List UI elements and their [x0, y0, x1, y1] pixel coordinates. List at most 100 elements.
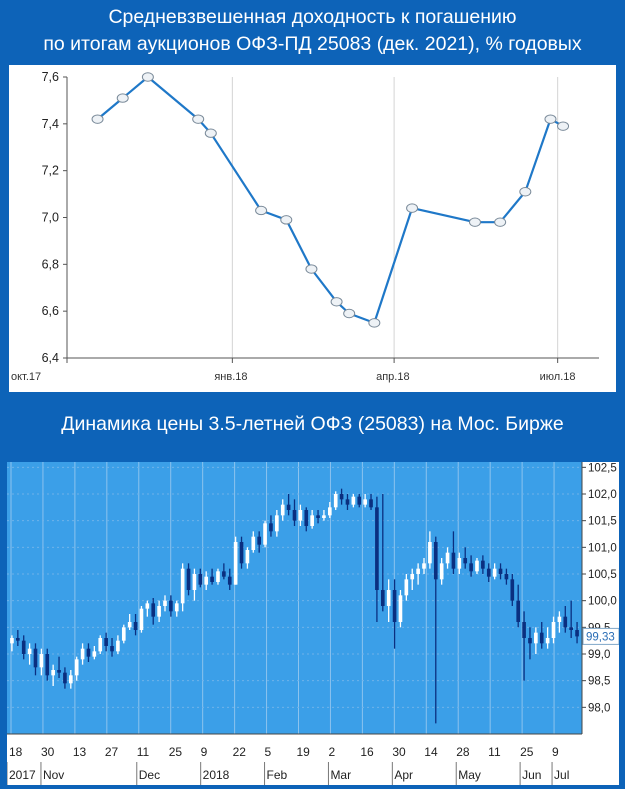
x-month-label: May: [458, 768, 481, 782]
x-month-label: 2018: [203, 768, 230, 782]
candle-body: [157, 606, 161, 617]
x-month-label: Jun: [522, 768, 541, 782]
candle-body: [80, 648, 85, 660]
candle-body: [192, 574, 197, 590]
last-price-label: 99,33: [586, 631, 615, 643]
candle-body: [463, 558, 468, 564]
candle-body: [557, 616, 562, 622]
candle-body: [339, 494, 344, 500]
last-price-tag: [582, 627, 619, 645]
candle-body: [174, 603, 179, 612]
candle-body: [198, 574, 203, 585]
candle-body: [322, 515, 326, 518]
candle-body: [375, 507, 379, 590]
candle-body: [27, 648, 32, 654]
x-month-label: Dec: [139, 768, 160, 782]
candle-body: [74, 659, 79, 676]
candle-body: [392, 590, 397, 622]
yield-data-point: [544, 114, 557, 124]
candle-body: [280, 504, 285, 516]
x-day-label: 25: [169, 745, 183, 759]
candle-body: [345, 499, 350, 505]
yield-line-chart: окт.17 янв.18 апр.18 июл.18 6,4 6,6 6,8 7,0 7,2 7…: [11, 70, 599, 383]
candle-body: [504, 574, 509, 580]
x-day-label: 11: [488, 745, 501, 759]
y-tick-label: 6,6: [42, 304, 59, 318]
y-tick-label: 98,5: [588, 676, 610, 688]
candle-body: [492, 568, 497, 577]
x-day-label: 9: [552, 745, 559, 759]
candle-body: [39, 654, 44, 668]
candle-body: [104, 638, 108, 646]
candle-body: [16, 638, 20, 641]
candle-body: [33, 648, 38, 668]
candle-body: [169, 600, 173, 612]
candle-body: [269, 523, 273, 532]
candle-body: [45, 654, 50, 676]
candle-body: [68, 675, 73, 684]
yield-data-point: [468, 217, 481, 227]
y-tick-label: 99,0: [588, 649, 610, 661]
candle-body: [475, 560, 479, 572]
candle-body: [233, 542, 238, 585]
candle-body: [498, 568, 503, 574]
x-day-label: 5: [265, 745, 272, 759]
candle-body: [563, 616, 568, 628]
candle-body: [63, 672, 67, 684]
yield-data-point: [305, 264, 318, 274]
candle-body: [92, 651, 97, 657]
x-day-label: 2: [328, 745, 335, 759]
x-tick-label: янв.18: [214, 371, 247, 383]
y-tick-label: 101,0: [588, 542, 617, 554]
price-chart-title: Динамика цены 3.5-летней ОФЗ (25083) на …: [61, 413, 564, 435]
candle-body: [139, 608, 144, 630]
y-tick-label: 6,8: [42, 257, 59, 271]
candle-body: [457, 558, 462, 569]
yield-data-point: [330, 297, 343, 307]
candle-body: [204, 576, 209, 585]
x-day-label: 13: [73, 745, 87, 759]
candle-body: [151, 603, 156, 617]
yield-title-line-1: Средневзвешенная доходность к погашению: [108, 6, 517, 28]
candle-body: [239, 542, 244, 564]
candle-body: [298, 510, 303, 521]
candle-body: [422, 563, 426, 569]
yield-series-line: [96, 75, 564, 324]
yield-data-point: [91, 114, 104, 124]
candle-body: [180, 568, 185, 604]
yield-data-point: [204, 128, 217, 138]
candle-body: [263, 523, 267, 545]
candle-body: [398, 595, 403, 622]
candle-body: [292, 510, 297, 521]
candle-body: [380, 590, 385, 606]
y-tick-label: 6,4: [42, 351, 59, 365]
candle-body: [510, 579, 515, 601]
y-tick-label: 7,4: [42, 117, 59, 131]
x-day-label: 19: [297, 745, 311, 759]
price-candlestick-chart: 18 30 13 27 11 25 9 22 5 19 2 16 30 14 28 11 25 9 2017 Nov D…: [7, 462, 619, 785]
candle-body: [275, 515, 279, 532]
candle-body: [486, 568, 491, 577]
yield-data-point: [557, 121, 570, 131]
x-day-label: 16: [360, 745, 374, 759]
candle-body: [310, 515, 314, 526]
x-day-label: 18: [9, 745, 23, 759]
candle-body: [369, 499, 373, 508]
yield-data-point: [368, 318, 381, 328]
candle-body: [145, 603, 150, 609]
yield-data-point: [494, 217, 507, 227]
yield-data-point: [519, 187, 532, 197]
candle-body: [575, 630, 579, 637]
candle-body: [416, 568, 420, 574]
candle-body: [245, 550, 250, 564]
candle-body: [357, 496, 362, 505]
candle-body: [257, 536, 262, 545]
candle-body: [351, 496, 356, 505]
candle-body: [545, 638, 550, 644]
yield-chart-panel: окт.17 янв.18 апр.18 июл.18 6,4 6,6 6,8 7,0 7,2 7…: [9, 65, 616, 392]
candle-body: [316, 515, 320, 518]
x-tick-label: июл.18: [540, 371, 576, 383]
candle-body: [57, 670, 61, 673]
yield-data-point: [343, 308, 356, 319]
candle-body: [216, 571, 220, 582]
